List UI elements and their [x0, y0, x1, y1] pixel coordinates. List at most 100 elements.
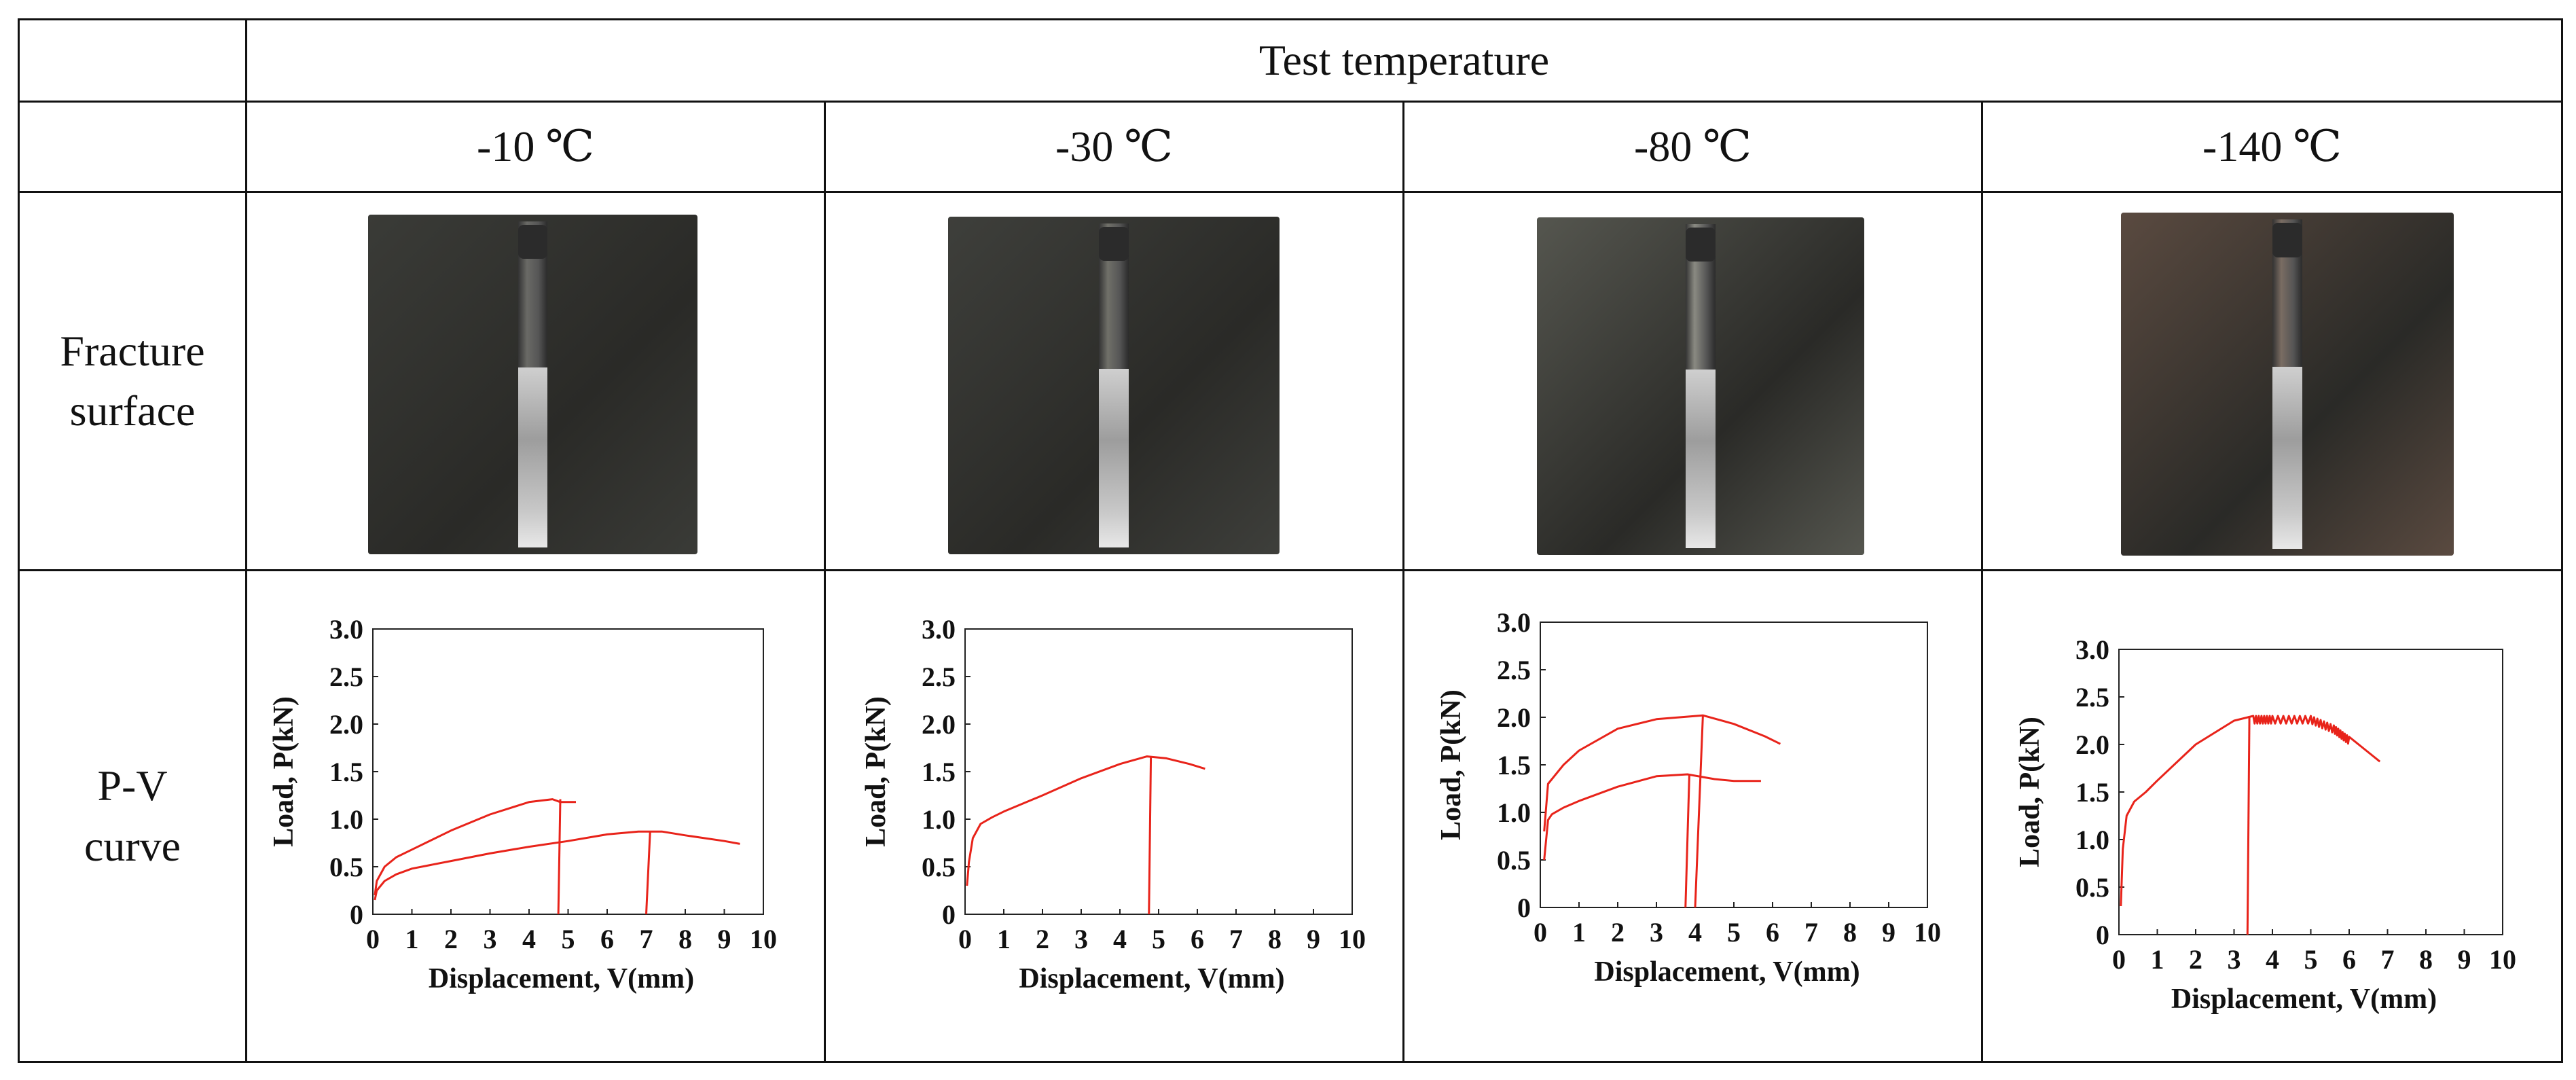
- specimen-image: [368, 215, 697, 554]
- fracture-photo-4: [1983, 193, 2561, 569]
- results-table: Test temperature -10 ℃ -30 ℃ -80 ℃ -140 …: [18, 18, 2563, 1063]
- y-tick-label: 3.0: [2075, 634, 2109, 665]
- pv-chart-4: 0 1 2 3 4 5 6 7 8 9 10 0 0.5 1.0 1.5 2.0 2.5 3.0 Displacem…: [1983, 571, 2561, 1061]
- photo-cell-3: [1402, 191, 1983, 571]
- photo-cell-1: [245, 191, 826, 571]
- x-tick-label: 8: [2419, 944, 2433, 975]
- y-tick-label: 3.0: [329, 614, 363, 645]
- pv-series-line-1: [374, 798, 576, 896]
- x-axis-label: Displacement, V(mm): [1594, 956, 1860, 988]
- x-tick-label: 5: [562, 924, 575, 954]
- x-tick-label: 8: [1843, 917, 1857, 948]
- pv-series-line-2: [1543, 773, 1761, 861]
- chart-cell-1: 0 1 2 3 4 5 6 7 8 9 10 0 0.5 1.0 1.5 2.0 2.5 3.0 Displacem…: [245, 569, 826, 1063]
- x-tick-label: 8: [1268, 924, 1282, 954]
- pv-series-line-2: [374, 830, 740, 901]
- y-tick-label: 1.0: [1497, 797, 1531, 828]
- y-tick-label: 1.0: [329, 804, 363, 835]
- y-tick-label: 0.5: [922, 852, 956, 882]
- x-tick-label: 3: [1650, 917, 1663, 948]
- x-tick-label: 4: [2266, 944, 2279, 975]
- y-tick-label: 3.0: [1497, 607, 1531, 638]
- y-tick-label: 1.5: [922, 757, 956, 787]
- pv-chart-1: 0 1 2 3 4 5 6 7 8 9 10 0 0.5 1.0 1.5 2.0 2.5 3.0 Displacem…: [247, 571, 824, 1061]
- x-tick-label: 10: [1339, 924, 1366, 954]
- x-tick-label: 3: [1074, 924, 1088, 954]
- plot-area-frame: [964, 628, 1353, 915]
- x-axis-label: Displacement, V(mm): [429, 963, 694, 994]
- y-tick-label: 2.0: [1497, 702, 1531, 733]
- x-tick-label: 1: [1572, 917, 1586, 948]
- y-tick-label: 0: [350, 899, 363, 930]
- specimen-fracture-zone: [2272, 367, 2303, 549]
- x-tick-label: 6: [600, 924, 614, 954]
- x-tick-label: 3: [2228, 944, 2241, 975]
- temp-cell-2: -30 ℃: [824, 101, 1404, 193]
- y-tick-label: 1.0: [2075, 825, 2109, 855]
- photo-cell-2: [824, 191, 1404, 571]
- chart-cell-3: 0 1 2 3 4 5 6 7 8 9 10 0 0.5 1.0 1.5 2.0 2.5 3.0 Displacem…: [1402, 569, 1983, 1063]
- x-tick-label: 6: [2342, 944, 2356, 975]
- y-axis-label: Load, P(kN): [2014, 717, 2046, 867]
- x-tick-label: 6: [1766, 917, 1779, 948]
- chart-cell-4: 0 1 2 3 4 5 6 7 8 9 10 0 0.5 1.0 1.5 2.0 2.5 3.0 Displacem…: [1981, 569, 2563, 1063]
- specimen-fracture-zone: [1099, 368, 1129, 548]
- temperature-row: -10 ℃ -30 ℃ -80 ℃ -140 ℃: [18, 101, 2563, 193]
- x-tick-label: 10: [750, 924, 777, 954]
- pv-chart-3: 0 1 2 3 4 5 6 7 8 9 10 0 0.5 1.0 1.5 2.0 2.5 3.0 Displacem…: [1404, 571, 1981, 1061]
- y-axis-label: Load, P(kN): [1436, 689, 1467, 840]
- x-axis-label: Displacement, V(mm): [2171, 984, 2437, 1015]
- x-tick-label: 1: [997, 924, 1011, 954]
- specimen-fracture-zone: [518, 367, 548, 547]
- x-tick-label: 7: [2381, 944, 2395, 975]
- x-tick-label: 9: [1882, 917, 1895, 948]
- y-tick-label: 2.5: [922, 662, 956, 692]
- y-axis-label: Load, P(kN): [268, 696, 300, 847]
- pv-label-line1: P-V: [97, 761, 168, 810]
- y-tick-label: 2.5: [2075, 682, 2109, 713]
- pv-chart-svg: 0 1 2 3 4 5 6 7 8 9 1000.51.01.52.02.53.0Displacem…: [860, 614, 1366, 994]
- x-tick-label: 0: [366, 924, 380, 954]
- specimen-notch: [2272, 223, 2303, 257]
- pv-unload-line-1: [1148, 756, 1153, 915]
- y-tick-label: 1.5: [329, 757, 363, 787]
- x-tick-label: 9: [1307, 924, 1320, 954]
- x-tick-label: 2: [444, 924, 458, 954]
- photo-cell-4: [1981, 191, 2563, 571]
- pv-chart-2: 0 1 2 3 4 5 6 7 8 9 10 0 0.5 1.0 1.5 2.0 2.5 3.0 Displacem…: [826, 571, 1402, 1061]
- test-temperature-header: Test temperature: [245, 18, 2563, 103]
- specimen-notch: [1099, 226, 1129, 261]
- x-tick-label: 0: [1534, 917, 1547, 948]
- x-tick-label: 4: [522, 924, 536, 954]
- plot-area-frame: [2118, 649, 2503, 935]
- x-tick-label: 7: [1804, 917, 1818, 948]
- x-tick-label: 0: [2112, 944, 2126, 975]
- x-tick-label: 7: [640, 924, 653, 954]
- y-tick-label: 2.0: [329, 709, 363, 740]
- x-tick-label: 5: [1727, 917, 1741, 948]
- y-tick-label: 2.5: [1497, 655, 1531, 685]
- pv-chart-svg: 0 1 2 3 4 5 6 7 8 9 1000.51.01.52.02.53.0Displacem…: [2014, 634, 2516, 1015]
- temp-label-3: -80 ℃: [1634, 122, 1752, 170]
- pv-series-line-1: [2120, 715, 2381, 907]
- temp-cell-1: -10 ℃: [245, 101, 826, 193]
- x-tick-label: 5: [2304, 944, 2318, 975]
- plot-area-frame: [1540, 622, 1928, 908]
- x-tick-label: 9: [2458, 944, 2471, 975]
- x-tick-label: 1: [405, 924, 419, 954]
- y-tick-label: 0.5: [329, 852, 363, 882]
- chart-cell-2: 0 1 2 3 4 5 6 7 8 9 10 0 0.5 1.0 1.5 2.0 2.5 3.0 Displacem…: [824, 569, 1404, 1063]
- pv-unload-line-1: [2246, 715, 2251, 935]
- y-axis-label: Load, P(kN): [860, 696, 892, 847]
- temp-label-1: -10 ℃: [477, 122, 594, 170]
- y-tick-label: 0: [942, 899, 956, 930]
- fracture-photo-1: [247, 193, 824, 569]
- x-tick-label: 1: [2151, 944, 2164, 975]
- x-axis-label: Displacement, V(mm): [1019, 963, 1284, 994]
- corner-cell-lower: [18, 101, 247, 193]
- corner-cell: [18, 18, 247, 103]
- y-tick-label: 0: [2096, 920, 2109, 950]
- x-tick-label: 2: [1611, 917, 1625, 948]
- specimen-fracture-zone: [1686, 369, 1716, 549]
- y-tick-label: 1.5: [1497, 750, 1531, 780]
